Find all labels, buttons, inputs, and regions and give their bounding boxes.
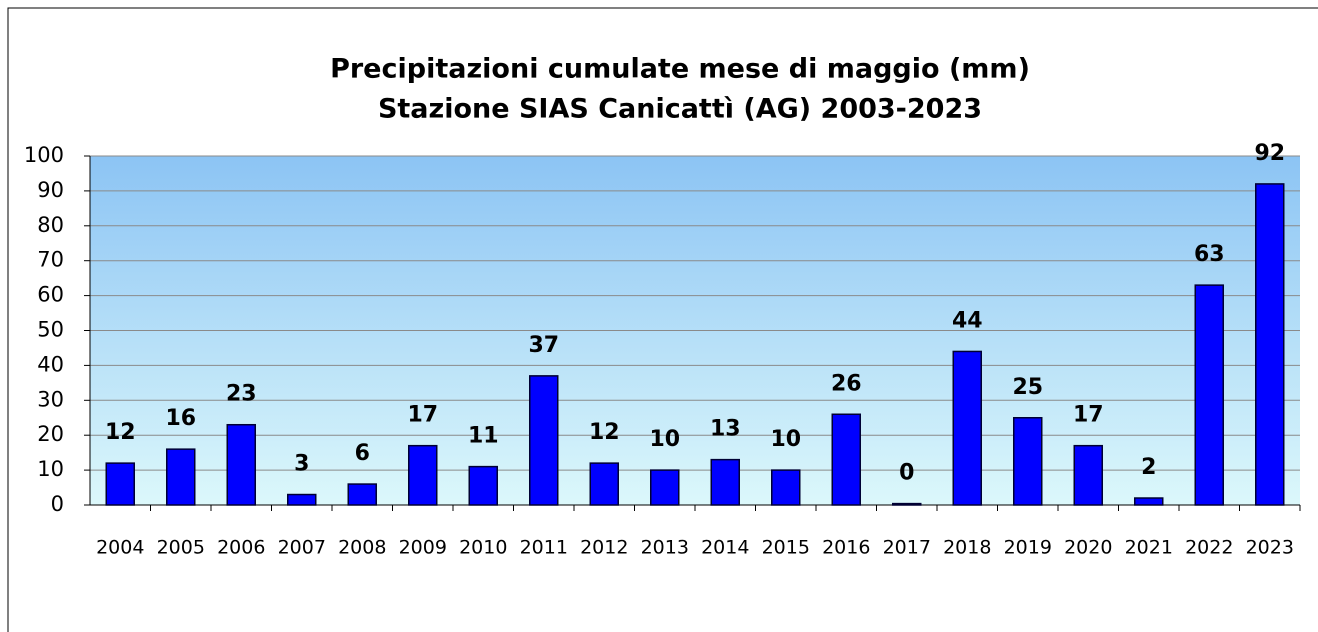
data-label: 25	[1012, 375, 1043, 400]
bar	[468, 465, 498, 506]
data-label: 10	[770, 427, 801, 452]
x-tick-label: 2009	[399, 537, 447, 559]
data-label: 44	[952, 308, 983, 333]
y-tick-label: 100	[24, 143, 64, 167]
bar	[287, 493, 317, 506]
y-tick-label: 0	[51, 492, 64, 516]
data-label: 23	[226, 382, 257, 407]
bar	[892, 502, 922, 506]
bar	[347, 483, 377, 506]
y-tick-label: 80	[37, 213, 64, 237]
y-tick-label: 10	[37, 457, 64, 481]
bar	[650, 469, 680, 506]
x-tick-label: 2012	[580, 537, 628, 559]
bar	[589, 462, 619, 506]
y-tick-label: 60	[37, 283, 64, 307]
x-tick-label: 2021	[1125, 537, 1173, 559]
x-tick-label: 2005	[157, 537, 205, 559]
x-tick-label: 2015	[762, 537, 810, 559]
x-tick-label: 2008	[338, 537, 386, 559]
data-label: 10	[649, 427, 680, 452]
data-label: 12	[105, 420, 136, 445]
data-label: 6	[355, 441, 370, 466]
bar	[408, 444, 438, 506]
chart-title: Precipitazioni cumulate mese di maggio (…	[330, 54, 1030, 85]
x-tick-label: 2019	[1004, 537, 1052, 559]
data-label: 16	[165, 406, 196, 431]
x-tick-label: 2011	[520, 537, 568, 559]
x-tick-label: 2018	[943, 537, 991, 559]
data-label: 13	[710, 417, 741, 442]
bar	[710, 458, 740, 506]
data-label: 26	[831, 371, 862, 396]
data-label: 37	[528, 333, 559, 358]
x-tick-label: 2023	[1246, 537, 1294, 559]
x-tick-label: 2013	[641, 537, 689, 559]
y-tick-label: 50	[37, 318, 64, 342]
y-tick-label: 30	[37, 387, 64, 411]
x-tick-label: 2022	[1185, 537, 1233, 559]
x-tick-label: 2007	[278, 537, 326, 559]
y-tick-label: 40	[37, 352, 64, 376]
data-label: 0	[899, 461, 914, 486]
x-tick-label: 2016	[822, 537, 870, 559]
bar	[1194, 284, 1224, 506]
data-label: 17	[407, 403, 438, 428]
frame	[7, 7, 1318, 632]
chart-subtitle: Stazione SIAS Canicattì (AG) 2003-2023	[378, 94, 982, 125]
data-label: 3	[294, 452, 309, 477]
bar	[226, 423, 256, 506]
x-tick-label: 2006	[217, 537, 265, 559]
data-label: 11	[468, 424, 499, 449]
y-tick-label: 70	[37, 248, 64, 272]
bar	[1134, 497, 1164, 506]
bar	[166, 448, 196, 506]
x-tick-label: 2014	[701, 537, 749, 559]
x-tick-label: 2017	[883, 537, 931, 559]
bar	[1255, 183, 1285, 506]
bar	[1073, 444, 1103, 506]
bar	[529, 375, 559, 506]
y-tick-label: 90	[37, 178, 64, 202]
bar	[771, 469, 801, 506]
bar	[952, 350, 982, 506]
bar	[1013, 417, 1043, 506]
data-label: 63	[1194, 242, 1225, 267]
x-tick-label: 2010	[459, 537, 507, 559]
bar	[831, 413, 861, 506]
y-tick-label: 20	[37, 422, 64, 446]
data-label: 17	[1073, 403, 1104, 428]
data-label: 12	[589, 420, 620, 445]
data-label: 2	[1141, 455, 1156, 480]
data-label: 92	[1254, 141, 1285, 166]
x-tick-label: 2004	[96, 537, 144, 559]
bar	[105, 462, 135, 506]
x-tick-label: 2020	[1064, 537, 1112, 559]
